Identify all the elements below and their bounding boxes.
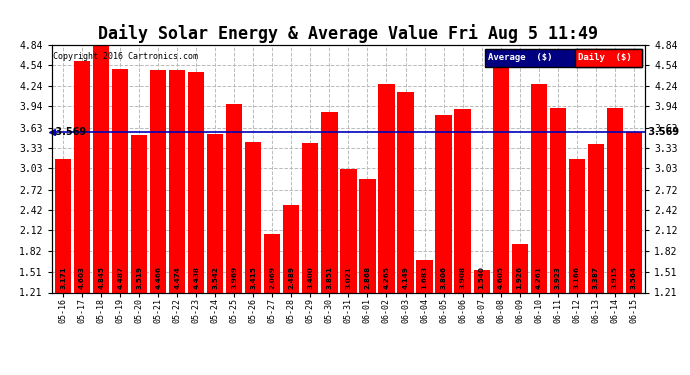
Text: Daily  ($): Daily ($) bbox=[578, 54, 631, 63]
Bar bbox=[112, 69, 128, 292]
Bar bbox=[531, 84, 546, 292]
Text: 4.149: 4.149 bbox=[402, 266, 408, 289]
Bar bbox=[417, 260, 433, 292]
Text: 3.415: 3.415 bbox=[250, 266, 257, 289]
Bar bbox=[322, 112, 337, 292]
Text: 3.908: 3.908 bbox=[460, 266, 466, 289]
Text: 3.569: 3.569 bbox=[645, 127, 679, 136]
Bar bbox=[607, 108, 623, 292]
Text: 3.569: 3.569 bbox=[52, 127, 86, 136]
Text: 1.926: 1.926 bbox=[517, 266, 522, 289]
Bar bbox=[588, 144, 604, 292]
Text: 2.868: 2.868 bbox=[364, 266, 371, 289]
Text: 3.851: 3.851 bbox=[326, 266, 333, 289]
Text: 4.438: 4.438 bbox=[193, 266, 199, 289]
Text: 3.171: 3.171 bbox=[60, 266, 66, 289]
Bar bbox=[569, 159, 584, 292]
Bar bbox=[264, 234, 280, 292]
Bar bbox=[435, 116, 452, 292]
Text: Copyright 2016 Cartronics.com: Copyright 2016 Cartronics.com bbox=[53, 53, 198, 62]
Text: 1.683: 1.683 bbox=[422, 266, 428, 289]
Bar bbox=[493, 61, 509, 292]
Bar bbox=[131, 135, 148, 292]
Text: 4.261: 4.261 bbox=[535, 266, 542, 289]
Bar bbox=[245, 142, 262, 292]
Bar bbox=[169, 70, 186, 292]
Bar bbox=[55, 159, 71, 292]
Text: 3.387: 3.387 bbox=[593, 266, 599, 289]
Bar bbox=[150, 70, 166, 292]
Text: 3.400: 3.400 bbox=[308, 266, 313, 289]
Text: 4.605: 4.605 bbox=[497, 266, 504, 289]
Text: 3.915: 3.915 bbox=[612, 266, 618, 289]
FancyBboxPatch shape bbox=[485, 49, 642, 67]
Title: Daily Solar Energy & Average Value Fri Aug 5 11:49: Daily Solar Energy & Average Value Fri A… bbox=[99, 24, 598, 44]
Text: 1.540: 1.540 bbox=[479, 266, 484, 289]
Bar bbox=[226, 104, 242, 292]
Bar bbox=[378, 84, 395, 292]
Bar bbox=[359, 180, 375, 292]
Bar bbox=[511, 244, 528, 292]
FancyBboxPatch shape bbox=[575, 49, 642, 67]
Text: 4.487: 4.487 bbox=[117, 266, 124, 289]
Bar bbox=[549, 108, 566, 292]
Text: 4.845: 4.845 bbox=[98, 266, 104, 289]
Text: 3.542: 3.542 bbox=[213, 266, 218, 289]
Text: 4.265: 4.265 bbox=[384, 266, 389, 289]
Text: 3.923: 3.923 bbox=[555, 266, 561, 289]
Text: 3.519: 3.519 bbox=[136, 266, 142, 289]
Text: 2.489: 2.489 bbox=[288, 266, 295, 289]
Bar bbox=[626, 132, 642, 292]
Text: 3.969: 3.969 bbox=[231, 266, 237, 289]
Text: Average  ($): Average ($) bbox=[488, 54, 553, 63]
Text: 3.564: 3.564 bbox=[631, 266, 637, 289]
Bar bbox=[397, 92, 413, 292]
Bar bbox=[207, 134, 224, 292]
Text: 4.466: 4.466 bbox=[155, 266, 161, 289]
Bar bbox=[340, 169, 357, 292]
Text: 4.474: 4.474 bbox=[175, 266, 180, 289]
Bar bbox=[188, 72, 204, 292]
Text: 2.069: 2.069 bbox=[269, 266, 275, 289]
Bar bbox=[302, 143, 319, 292]
Text: 4.603: 4.603 bbox=[79, 266, 85, 289]
Text: 3.021: 3.021 bbox=[346, 266, 351, 289]
Bar bbox=[74, 61, 90, 292]
Text: 3.166: 3.166 bbox=[573, 266, 580, 289]
Text: 3.806: 3.806 bbox=[440, 266, 446, 289]
Bar bbox=[455, 108, 471, 292]
Bar bbox=[93, 45, 109, 292]
Bar bbox=[473, 270, 490, 292]
Bar bbox=[284, 205, 299, 292]
